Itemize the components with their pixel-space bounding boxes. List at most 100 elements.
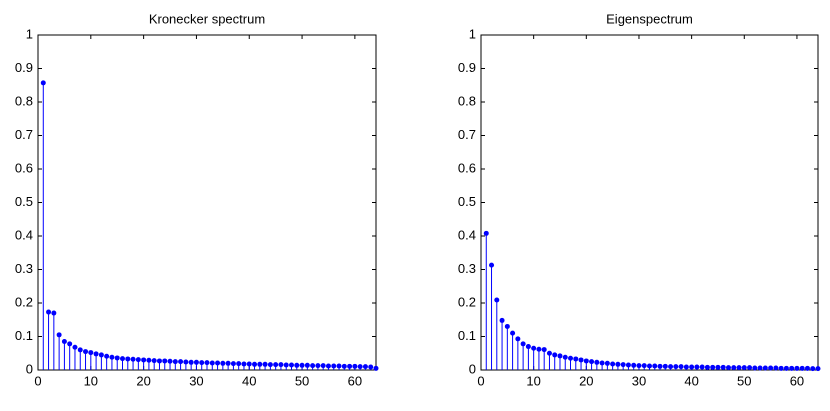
x-tick-label: 10 xyxy=(84,373,98,388)
stem-marker xyxy=(325,363,331,369)
stem-marker xyxy=(125,356,131,362)
stem-marker xyxy=(768,365,774,371)
stem-marker xyxy=(304,362,310,368)
stem-marker xyxy=(315,363,321,369)
stem-marker xyxy=(657,363,663,369)
y-tick-label: 0.9 xyxy=(15,60,33,75)
stem-marker xyxy=(499,317,505,323)
y-tick-label: 0.1 xyxy=(15,328,33,343)
stem-marker xyxy=(204,360,210,366)
stem-marker xyxy=(789,365,795,371)
stem-marker xyxy=(225,360,231,366)
stem-marker xyxy=(662,363,668,369)
stem-marker xyxy=(489,262,495,268)
x-tick-label: 40 xyxy=(242,373,256,388)
stem-marker xyxy=(246,361,252,367)
stem-marker xyxy=(183,359,189,365)
stem-marker xyxy=(294,362,300,368)
stem-marker xyxy=(230,361,236,367)
stem-marker xyxy=(336,363,342,369)
stem-marker xyxy=(678,364,684,370)
stem-marker xyxy=(694,364,700,370)
stem-marker xyxy=(483,230,489,236)
y-tick-label: 0.7 xyxy=(15,127,33,142)
x-tick-label: 0 xyxy=(477,373,484,388)
stem-marker xyxy=(362,364,368,370)
stem-marker xyxy=(257,361,263,367)
stem-marker xyxy=(83,349,89,355)
stem-marker xyxy=(552,352,558,358)
stem-marker xyxy=(357,364,363,370)
stem-marker xyxy=(736,365,742,371)
y-tick-label: 0.7 xyxy=(458,127,476,142)
chart-title: Kronecker spectrum xyxy=(149,11,265,26)
y-tick-label: 0.1 xyxy=(458,328,476,343)
stem-marker xyxy=(673,364,679,370)
stem-marker xyxy=(331,363,337,369)
stem-marker xyxy=(299,362,305,368)
stem-marker xyxy=(283,362,289,368)
stem-marker xyxy=(515,336,521,342)
stem-marker xyxy=(510,330,516,336)
stem-marker xyxy=(741,365,747,371)
stem-marker xyxy=(578,357,584,363)
stem-marker xyxy=(804,365,810,371)
y-tick-label: 0.3 xyxy=(15,261,33,276)
y-tick-label: 0.6 xyxy=(458,160,476,175)
stem-marker xyxy=(752,365,758,371)
stem-marker xyxy=(541,347,547,353)
stem-marker xyxy=(320,363,326,369)
stem-marker xyxy=(278,362,284,368)
stem-marker xyxy=(699,364,705,370)
stem-marker xyxy=(725,365,731,371)
x-tick-label: 10 xyxy=(526,373,540,388)
stem-marker xyxy=(273,362,279,368)
stem-marker xyxy=(56,332,62,338)
y-tick-label: 0.6 xyxy=(15,160,33,175)
x-tick-label: 20 xyxy=(579,373,593,388)
y-tick-label: 0.3 xyxy=(458,261,476,276)
stem-marker xyxy=(93,351,99,357)
stem-marker xyxy=(631,362,637,368)
stem-marker xyxy=(61,339,67,345)
stem-marker xyxy=(178,359,184,365)
stem-marker xyxy=(762,365,768,371)
x-tick-label: 60 xyxy=(790,373,804,388)
stem-marker xyxy=(135,357,141,363)
stem-marker xyxy=(557,353,563,359)
stem-marker xyxy=(562,354,568,360)
stem-marker xyxy=(546,350,552,356)
stem-marker xyxy=(188,359,194,365)
stem-marker xyxy=(98,352,104,358)
stem-marker xyxy=(710,364,716,370)
stem-marker xyxy=(120,356,125,362)
stem-marker xyxy=(778,365,784,371)
stem-marker xyxy=(720,364,726,370)
stem-marker xyxy=(604,360,610,366)
stem-marker xyxy=(520,341,526,347)
stem-marker xyxy=(141,357,147,363)
x-tick-label: 50 xyxy=(295,373,309,388)
stem-marker xyxy=(625,362,631,368)
stem-marker xyxy=(536,346,542,352)
x-tick-label: 50 xyxy=(737,373,751,388)
stem-marker xyxy=(193,359,199,365)
stem-marker xyxy=(114,355,120,361)
stem-marker xyxy=(341,363,347,369)
stem-marker xyxy=(757,365,763,371)
stem-marker xyxy=(747,365,753,371)
y-tick-label: 1 xyxy=(469,26,476,41)
stem-marker xyxy=(220,360,226,366)
x-tick-label: 60 xyxy=(348,373,362,388)
stem-marker xyxy=(668,364,674,370)
stem-marker xyxy=(636,363,642,369)
y-tick-label: 0.5 xyxy=(458,194,476,209)
stem-marker xyxy=(683,364,689,370)
stem-marker xyxy=(810,366,816,372)
stem-marker xyxy=(267,362,273,368)
x-tick-label: 20 xyxy=(136,373,150,388)
stem-marker xyxy=(815,366,821,372)
stem-marker xyxy=(236,361,242,367)
stem-marker xyxy=(715,364,721,370)
